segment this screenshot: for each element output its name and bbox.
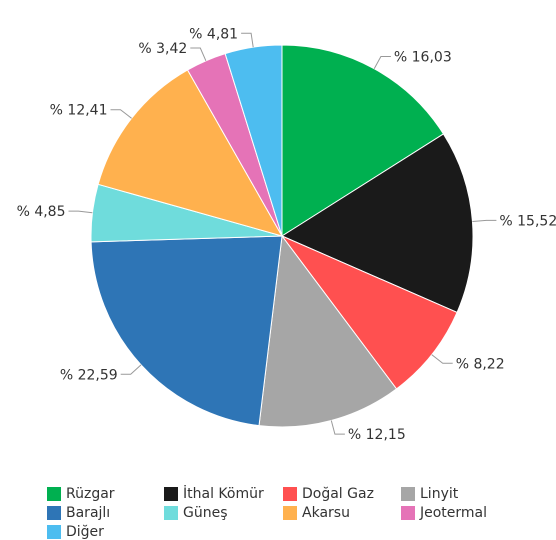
slice-label-ruzgar: % 16,03 bbox=[394, 50, 452, 66]
leader-line-akarsu bbox=[110, 109, 132, 119]
legend-label: Linyit bbox=[420, 485, 459, 502]
legend-swatch bbox=[401, 486, 415, 501]
legend-swatch bbox=[283, 505, 297, 520]
legend-swatch bbox=[47, 505, 61, 520]
leader-line-gunes bbox=[68, 210, 93, 214]
leader-line-dogal-gaz bbox=[431, 354, 453, 364]
legend-swatch bbox=[164, 505, 178, 520]
legend-label: Barajlı bbox=[66, 504, 111, 521]
legend-label: Jeotermal bbox=[420, 504, 488, 521]
legend-label: Güneş bbox=[183, 504, 228, 521]
leader-line-jeotermal bbox=[190, 47, 207, 62]
slice-labels: % 16,03 % 15,52 % 8,22 % 12,15 % 22,59 % 4,85… bbox=[17, 26, 556, 443]
legend-swatch bbox=[283, 486, 297, 501]
legend-label: İthal Kömür bbox=[183, 485, 264, 502]
label-leader-lines bbox=[68, 32, 497, 435]
legend-swatch bbox=[401, 505, 415, 520]
legend-label: Diğer bbox=[66, 523, 104, 540]
slice-label-diger: % 4,81 bbox=[189, 26, 238, 42]
legend-item-i-thal-komur[interactable]: İthal Kömür bbox=[164, 485, 283, 502]
legend-item-barajli[interactable]: Barajlı bbox=[47, 504, 164, 521]
pie-slice-i-thal-komur[interactable] bbox=[280, 133, 474, 314]
slice-label-i-thal-komur: % 15,52 bbox=[499, 213, 556, 229]
legend-swatch bbox=[47, 524, 61, 539]
legend-item-linyit[interactable]: Linyit bbox=[401, 485, 531, 502]
slice-label-linyit: % 12,15 bbox=[348, 427, 406, 443]
legend-item-diger[interactable]: Diğer bbox=[47, 523, 164, 540]
slice-label-jeotermal: % 3,42 bbox=[138, 41, 187, 57]
leader-line-barajli bbox=[120, 364, 142, 375]
pie-chart: % 16,03 % 15,52 % 8,22 % 12,15 % 22,59 % 4,85… bbox=[17, 26, 556, 443]
legend-item-jeotermal[interactable]: Jeotermal bbox=[401, 504, 531, 521]
legend-item-akarsu[interactable]: Akarsu bbox=[283, 504, 401, 521]
pie-slice-dogal-gaz[interactable] bbox=[280, 234, 458, 390]
chart-legend: Rüzgar İthal Kömür Doğal Gaz Linyit Barajlı G… bbox=[47, 485, 547, 540]
legend-swatch bbox=[47, 486, 61, 501]
legend-item-gunes[interactable]: Güneş bbox=[164, 504, 283, 521]
leader-line-ruzgar bbox=[373, 56, 391, 69]
legend-label: Doğal Gaz bbox=[302, 485, 374, 502]
legend-item-ruzgar[interactable]: Rüzgar bbox=[47, 485, 164, 502]
leader-line-diger bbox=[241, 32, 254, 48]
pie-slice-barajli[interactable] bbox=[90, 235, 283, 427]
legend-swatch bbox=[164, 486, 178, 501]
slice-label-gunes: % 4,85 bbox=[17, 204, 66, 220]
pie-slice-akarsu[interactable] bbox=[97, 69, 284, 237]
slice-label-akarsu: % 12,41 bbox=[50, 103, 108, 119]
pie-slices bbox=[90, 44, 474, 428]
slice-label-barajli: % 22,59 bbox=[60, 367, 118, 383]
pie-slice-linyit[interactable] bbox=[258, 234, 398, 428]
leader-line-i-thal-komur bbox=[472, 219, 497, 222]
pie-slice-ruzgar[interactable] bbox=[281, 44, 445, 237]
slice-label-dogal-gaz: % 8,22 bbox=[456, 356, 505, 372]
legend-label: Rüzgar bbox=[66, 485, 115, 502]
leader-line-linyit bbox=[330, 420, 345, 435]
legend-label: Akarsu bbox=[302, 504, 350, 521]
legend-item-dogal-gaz[interactable]: Doğal Gaz bbox=[283, 485, 401, 502]
